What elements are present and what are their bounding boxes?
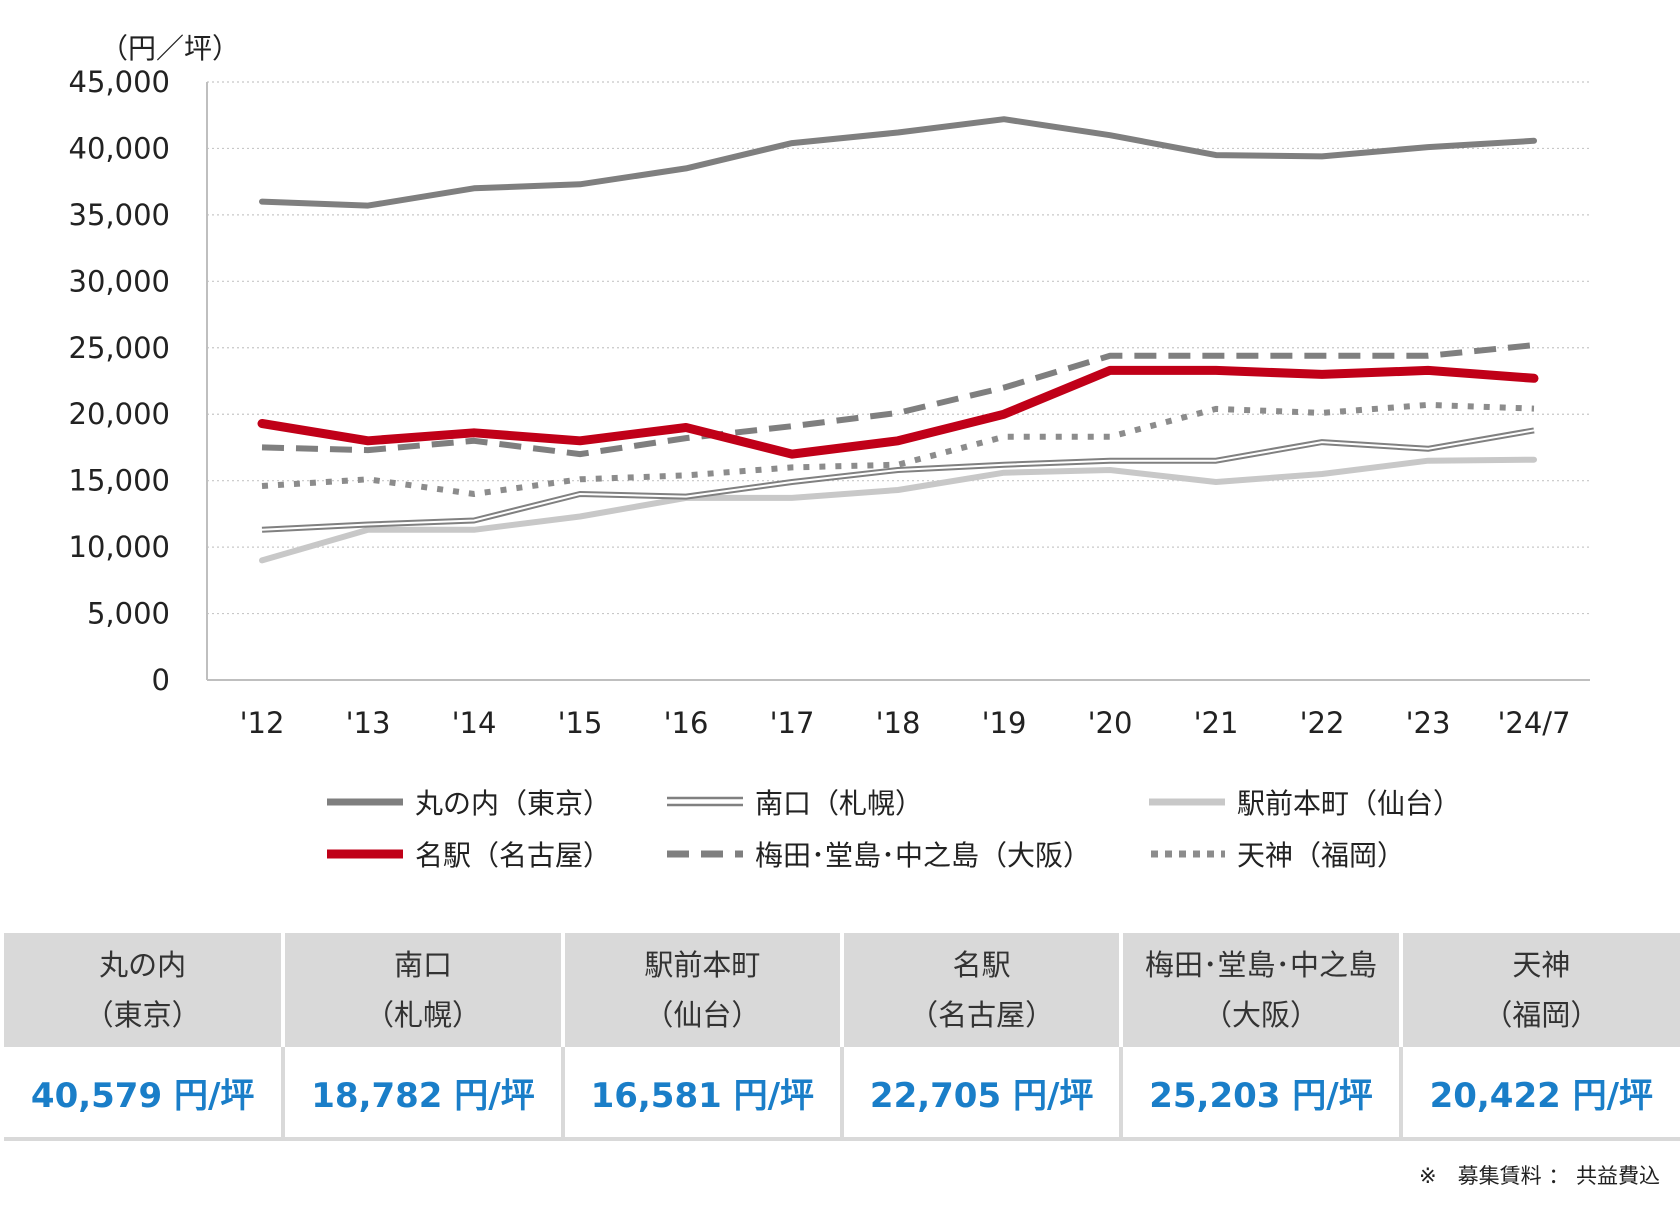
- legend-item-umeda: 梅田･堂島･中之島（大阪）: [665, 834, 1091, 874]
- series-line: [261, 342, 1535, 458]
- series-line: [259, 116, 1537, 209]
- legend-label: 駅前本町（仙台）: [1237, 787, 1462, 820]
- x-tick-label: '16: [664, 706, 709, 740]
- table-header-cell: 名駅 （名古屋）: [841, 933, 1124, 1047]
- series-layer: [257, 116, 1539, 564]
- x-tick-label: '21: [1194, 706, 1239, 740]
- x-tick-label: '12: [240, 706, 285, 740]
- header-line2: （大阪）: [1202, 998, 1319, 1032]
- x-axis-ticks: '12 '13 '14 '15 '16 '17 '18 '19 '20 '21 '22 '23 '24/…: [240, 706, 1571, 740]
- x-tick-label: '13: [346, 706, 391, 740]
- legend-item-minamiguchi: 南口（札幌）: [665, 782, 923, 822]
- y-tick-label: 20,000: [69, 397, 170, 431]
- series-1: [261, 427, 1535, 533]
- legend-label: 名駅（名古屋）: [415, 839, 612, 872]
- table-header-cell: 南口 （札幌）: [283, 933, 565, 1047]
- header-line2: （東京）: [84, 998, 201, 1032]
- y-axis-unit-label: （円／坪）: [100, 32, 240, 65]
- y-axis-ticks: 0 5,000 10,000 15,000 20,000 25,000 30,000 35,0…: [69, 65, 170, 697]
- table-header-cell: 梅田･堂島･中之島 （大阪）: [1121, 933, 1403, 1047]
- series-line: [261, 401, 1535, 497]
- legend-item-ekimaehonmachi: 駅前本町（仙台）: [1147, 782, 1461, 822]
- header-line1: 天神: [1512, 948, 1571, 982]
- rent-value-cell: 25,203 円/坪: [1121, 1047, 1403, 1141]
- rent-value-cell: 18,782 円/坪: [283, 1047, 565, 1141]
- series-line: [259, 456, 1537, 564]
- series-5: [261, 401, 1535, 497]
- series-4: [261, 342, 1535, 458]
- header-line1: 名駅: [952, 948, 1011, 982]
- legend-swatch-double-line: [667, 796, 743, 807]
- header-line1: 丸の内: [99, 948, 187, 982]
- table-header-row: 丸の内 （東京） 南口 （札幌） 駅前本町 （仙台） 名駅 （名古屋） 梅田･堂島･中之…: [4, 933, 1680, 1047]
- x-tick-label: '24/7: [1497, 706, 1570, 740]
- header-line1: 駅前本町: [644, 948, 761, 982]
- line-chart: （円／坪） 0 5,000 10,000 15,000 20,000 25,000 30,0…: [69, 32, 1590, 740]
- series-line-inner: [261, 429, 1535, 531]
- footnote: ※ 募集賃料 ： 共益費込: [1419, 1164, 1660, 1188]
- y-tick-label: 30,000: [69, 264, 170, 298]
- legend-label: 丸の内（東京）: [415, 787, 612, 820]
- rent-summary-table: 丸の内 （東京） 南口 （札幌） 駅前本町 （仙台） 名駅 （名古屋） 梅田･堂島･中之…: [4, 933, 1680, 1141]
- rent-value-cell: 22,705 円/坪: [841, 1047, 1124, 1141]
- header-line2: （仙台）: [644, 998, 761, 1032]
- x-tick-label: '14: [452, 706, 497, 740]
- x-tick-label: '17: [770, 706, 815, 740]
- x-tick-label: '22: [1300, 706, 1345, 740]
- rent-value-cell: 16,581 円/坪: [562, 1047, 844, 1141]
- series-3: [257, 365, 1539, 459]
- legend-swatch-solid-red: [327, 849, 403, 859]
- table-header-cell: 丸の内 （東京）: [4, 933, 286, 1047]
- header-line2: （福岡）: [1483, 998, 1600, 1032]
- x-tick-label: '20: [1088, 706, 1133, 740]
- rent-value-cell: 40,579 円/坪: [4, 1047, 286, 1141]
- x-tick-label: '15: [558, 706, 603, 740]
- legend-swatch-solid-lightgray: [1149, 798, 1225, 806]
- legend: 丸の内（東京） 南口（札幌） 駅前本町（仙台） 名駅（名古屋） 梅田･堂島･中之…: [325, 782, 1505, 892]
- legend-swatch-dotted-gray: [1151, 850, 1225, 858]
- gridlines: [207, 81, 1590, 615]
- legend-item-meieki: 名駅（名古屋）: [325, 834, 611, 874]
- legend-label: 南口（札幌）: [755, 787, 924, 820]
- legend-label: 梅田･堂島･中之島（大阪）: [755, 839, 1092, 872]
- header-line2: （名古屋）: [909, 998, 1055, 1032]
- legend-item-tenjin: 天神（福岡）: [1147, 834, 1405, 874]
- series-0: [259, 116, 1537, 209]
- series-line: [257, 365, 1539, 459]
- series-2: [259, 456, 1537, 564]
- x-tick-label: '19: [982, 706, 1027, 740]
- table-value-row: 40,579 円/坪 18,782 円/坪 16,581 円/坪 22,705 …: [4, 1047, 1680, 1141]
- table-header-cell: 天神 （福岡）: [1400, 933, 1680, 1047]
- header-line2: （札幌）: [364, 998, 481, 1032]
- rent-value-cell: 20,422 円/坪: [1400, 1047, 1680, 1141]
- y-tick-label: 35,000: [69, 198, 170, 232]
- x-tick-label: '18: [876, 706, 921, 740]
- table-header-cell: 駅前本町 （仙台）: [562, 933, 844, 1047]
- legend-swatch-dashed-gray: [667, 850, 743, 858]
- y-tick-label: 10,000: [69, 530, 170, 564]
- header-line1: 南口: [393, 948, 452, 982]
- legend-swatch-solid-gray: [327, 798, 403, 806]
- y-tick-label: 15,000: [69, 464, 170, 498]
- legend-label: 天神（福岡）: [1237, 839, 1406, 872]
- y-tick-label: 25,000: [69, 331, 170, 365]
- y-tick-label: 5,000: [87, 597, 170, 631]
- header-line1: 梅田･堂島･中之島: [1144, 948, 1377, 982]
- y-tick-label: 40,000: [69, 131, 170, 165]
- y-tick-label: 45,000: [69, 65, 170, 99]
- legend-item-marunouchi: 丸の内（東京）: [325, 782, 611, 822]
- x-tick-label: '23: [1406, 706, 1451, 740]
- y-tick-label: 0: [152, 663, 170, 697]
